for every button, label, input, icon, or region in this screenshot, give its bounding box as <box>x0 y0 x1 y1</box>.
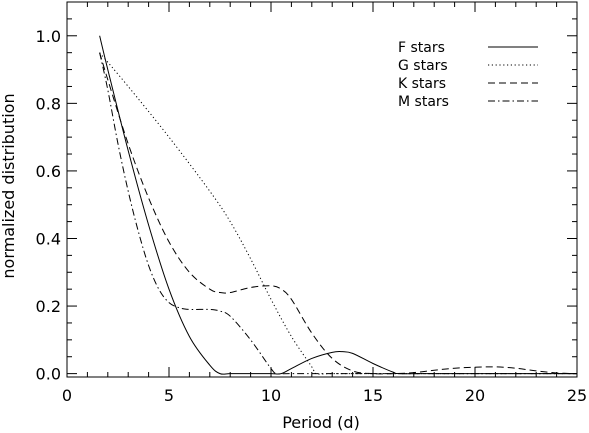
y-tick-label: 0.4 <box>36 229 61 248</box>
series-line-k-stars <box>99 52 578 375</box>
y-tick-label: 0.8 <box>36 94 61 113</box>
plot-border <box>66 1 578 378</box>
x-axis-label: Period (d) <box>282 413 360 432</box>
x-tick-label: 20 <box>465 386 485 405</box>
x-tick-label: 5 <box>164 386 174 405</box>
x-tick-label: 15 <box>363 386 383 405</box>
legend-label: K stars <box>398 76 446 92</box>
y-tick-label: 1.0 <box>36 27 61 46</box>
series-lines <box>99 35 578 375</box>
legend: F stars G stars K stars M stars <box>398 40 538 110</box>
legend-label: G stars <box>398 58 448 74</box>
series-line-m-stars <box>99 52 577 375</box>
x-tick-label: 10 <box>261 386 281 405</box>
x-tick-label: 25 <box>567 386 587 405</box>
y-tick-label: 0.6 <box>36 162 61 181</box>
x-axis-ticks: 0 5 10 15 20 25 <box>62 2 587 405</box>
y-tick-label: 0.2 <box>36 297 61 316</box>
legend-label: F stars <box>398 40 445 56</box>
y-axis-ticks: 0.0 0.2 0.4 0.6 0.8 1.0 <box>36 1 577 384</box>
y-axis-label: normalized distribution <box>0 93 18 278</box>
series-line-f-stars <box>99 35 577 375</box>
legend-label: M stars <box>398 94 449 110</box>
y-tick-label: 0.0 <box>36 365 61 384</box>
x-tick-label: 0 <box>62 386 72 405</box>
plot-frame <box>66 1 578 378</box>
